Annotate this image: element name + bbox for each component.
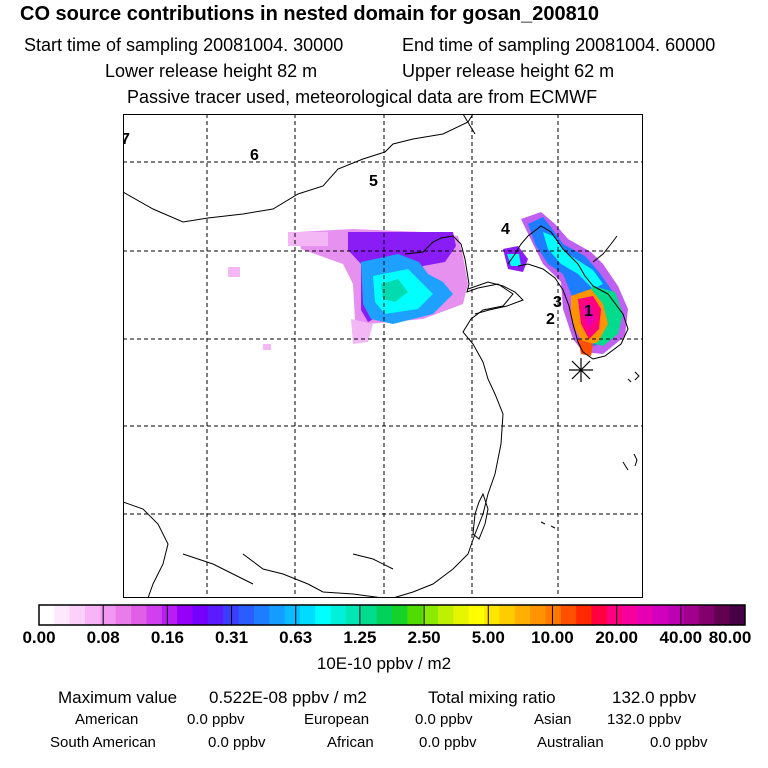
source-value: 0.0 ppbv bbox=[419, 734, 477, 751]
colorbar-swatch bbox=[683, 605, 700, 625]
colorbar-swatch bbox=[207, 605, 224, 625]
lat-lon-grid bbox=[123, 114, 643, 598]
source-name: European bbox=[304, 711, 370, 728]
tracer-note: Passive tracer used, meteorological data… bbox=[127, 87, 598, 107]
region-label-7: 7 bbox=[123, 131, 130, 148]
colorbar-swatch bbox=[269, 605, 286, 625]
colorbar-swatch bbox=[376, 605, 393, 625]
source-value: 0.0 ppbv bbox=[208, 734, 266, 751]
max-value: 0.522E-08 ppbv / m2 bbox=[209, 688, 367, 707]
colorbar-swatch bbox=[729, 605, 746, 625]
end-time: End time of sampling 20081004. 60000 bbox=[402, 35, 716, 55]
colorbar-swatch bbox=[146, 605, 163, 625]
colorbar-swatch bbox=[576, 605, 593, 625]
colorbar-swatch bbox=[499, 605, 516, 625]
map-frame bbox=[123, 114, 643, 598]
colorbar-swatch bbox=[622, 605, 639, 625]
colorbar-tick-label: 2.50 bbox=[407, 628, 441, 647]
colorbar-swatch bbox=[85, 605, 101, 625]
colorbar-tick-label: 1.25 bbox=[343, 628, 377, 647]
colorbar-tick-label: 0.31 bbox=[214, 628, 249, 647]
source-name: American bbox=[75, 711, 139, 728]
colorbar-swatch bbox=[453, 605, 470, 625]
colorbar-swatch bbox=[652, 605, 669, 625]
source-value: 0.0 ppbv bbox=[187, 711, 245, 728]
source-name: Asian bbox=[534, 711, 572, 728]
colorbar-tick-label: 40.00 bbox=[659, 628, 703, 647]
region-label-2: 2 bbox=[546, 311, 555, 328]
source-value: 132.0 ppbv bbox=[607, 711, 682, 728]
colorbar-swatch bbox=[591, 605, 608, 625]
colorbar-tick-label: 0.63 bbox=[279, 628, 313, 647]
lower-release-height: Lower release height 82 m bbox=[105, 61, 318, 81]
asterisk-icon bbox=[569, 358, 593, 382]
upper-release-height: Upper release height 62 m bbox=[402, 61, 615, 81]
colorbar-swatch bbox=[438, 605, 454, 625]
colorbar-swatch bbox=[606, 605, 623, 625]
region-label-3: 3 bbox=[553, 294, 562, 311]
region-label-5: 5 bbox=[369, 173, 378, 190]
colorbar-swatch bbox=[698, 605, 715, 625]
colorbar-swatch bbox=[668, 605, 685, 625]
colorbar-swatch bbox=[484, 605, 500, 625]
colorbar-frame bbox=[38, 604, 746, 626]
colorbar-swatch bbox=[560, 605, 577, 625]
colorbar-swatch bbox=[284, 605, 301, 625]
colorbar-tick-label: 0.16 bbox=[150, 628, 184, 647]
colorbar-tick-label: 20.00 bbox=[595, 628, 638, 647]
colorbar-swatch bbox=[422, 605, 439, 625]
colorbar-swatch bbox=[177, 605, 193, 625]
colorbar-unit: 10E-10 ppbv / m2 bbox=[316, 654, 452, 673]
colorbar-swatch bbox=[299, 605, 316, 625]
colorbar-swatch bbox=[345, 605, 362, 625]
colorbar-swatch bbox=[315, 605, 332, 625]
start-time: Start time of sampling 20081004. 30000 bbox=[24, 35, 344, 55]
map-panel: 7 6 5 4 3 2 1 bbox=[123, 114, 643, 598]
colorbar-swatch bbox=[69, 605, 86, 625]
colorbar-swatch bbox=[407, 605, 424, 625]
colorbar-tick-label: 5.00 bbox=[471, 628, 505, 647]
colorbar-swatch bbox=[131, 605, 147, 625]
colorbar-tick-label: 80.00 bbox=[708, 628, 752, 647]
source-name: African bbox=[327, 734, 374, 751]
colorbar-swatch bbox=[161, 605, 178, 625]
colorbar-swatch bbox=[115, 605, 132, 625]
colorbar-swatch bbox=[330, 605, 347, 625]
colorbar-swatch bbox=[238, 605, 255, 625]
region-label-6: 6 bbox=[250, 147, 259, 164]
colorbar-swatch bbox=[361, 605, 378, 625]
total-mixing-label: Total mixing ratio bbox=[428, 688, 556, 707]
colorbar-tick-label: 0.00 bbox=[22, 628, 56, 647]
colorbar-tick-label: 10.00 bbox=[531, 628, 574, 647]
source-value: 0.0 ppbv bbox=[415, 711, 473, 728]
region-label-1: 1 bbox=[584, 303, 593, 320]
colorbar-swatch bbox=[100, 605, 117, 625]
colorbar-swatch bbox=[192, 605, 209, 625]
region-label-4: 4 bbox=[501, 221, 510, 238]
source-name: South American bbox=[50, 734, 156, 751]
colorbar-swatch bbox=[514, 605, 531, 625]
max-value-label: Maximum value bbox=[58, 688, 178, 707]
source-value: 0.0 ppbv bbox=[650, 734, 708, 751]
colorbar-swatch bbox=[54, 605, 71, 625]
coastline bbox=[123, 114, 640, 598]
colorbar-swatch bbox=[253, 605, 270, 625]
colorbar-swatch bbox=[39, 605, 55, 625]
colorbar-swatch bbox=[392, 605, 408, 625]
source-name: Australian bbox=[537, 734, 604, 751]
colorbar-tick-label: 0.08 bbox=[86, 628, 120, 647]
plot-title: CO source contributions in nested domain… bbox=[20, 3, 600, 25]
colorbar-swatch bbox=[545, 605, 562, 625]
colorbar-swatch bbox=[637, 605, 654, 625]
concentration-plume bbox=[228, 212, 628, 356]
colorbar-swatch bbox=[530, 605, 546, 625]
colorbar-swatch bbox=[714, 605, 731, 625]
colorbar-swatch bbox=[468, 605, 485, 625]
colorbar bbox=[38, 604, 746, 626]
total-mixing-value: 132.0 ppbv bbox=[612, 688, 697, 707]
